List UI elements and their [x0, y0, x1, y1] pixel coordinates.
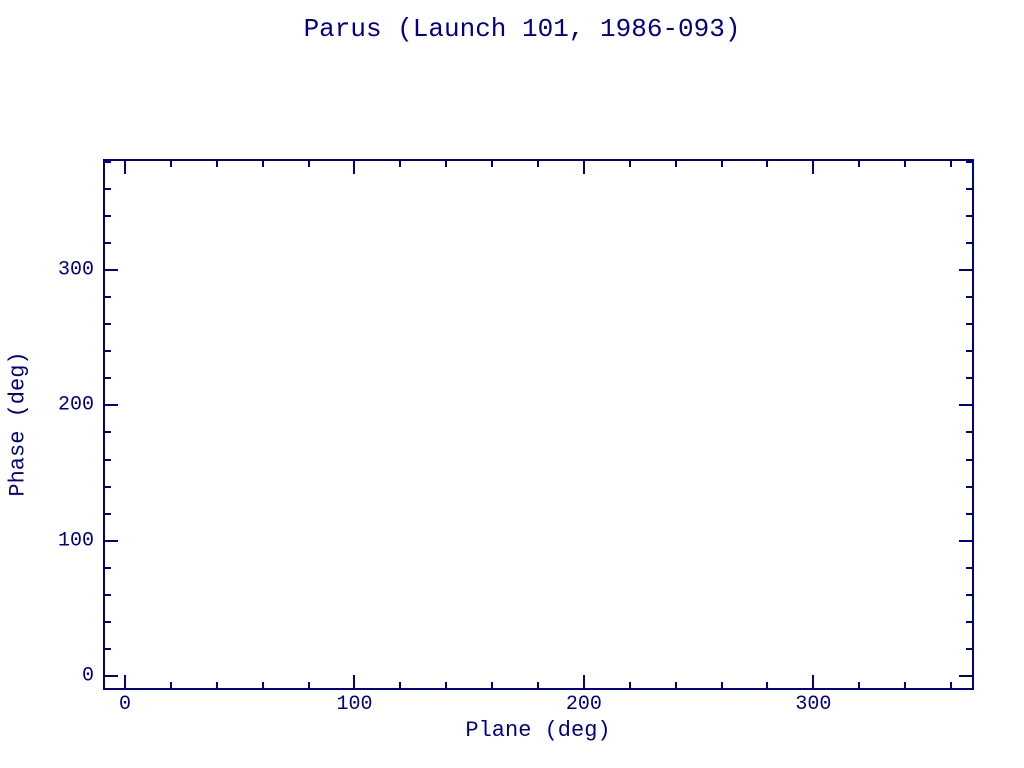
y-tick-label: 200: [57, 393, 94, 417]
y-tick-label: 0: [81, 664, 94, 688]
x-tick-label: 200: [565, 693, 602, 716]
y-tick-label: 300: [57, 258, 94, 282]
x-tick-label: 100: [336, 693, 373, 716]
x-axis-label: Plane (deg): [465, 718, 611, 743]
y-axis-label: Phase (deg): [5, 351, 31, 497]
x-tick-label: 300: [795, 693, 832, 716]
y-tick-label: 100: [57, 529, 94, 553]
x-tick-label: 0: [119, 693, 132, 716]
chart-title: Parus (Launch 101, 1986-093): [303, 14, 741, 44]
